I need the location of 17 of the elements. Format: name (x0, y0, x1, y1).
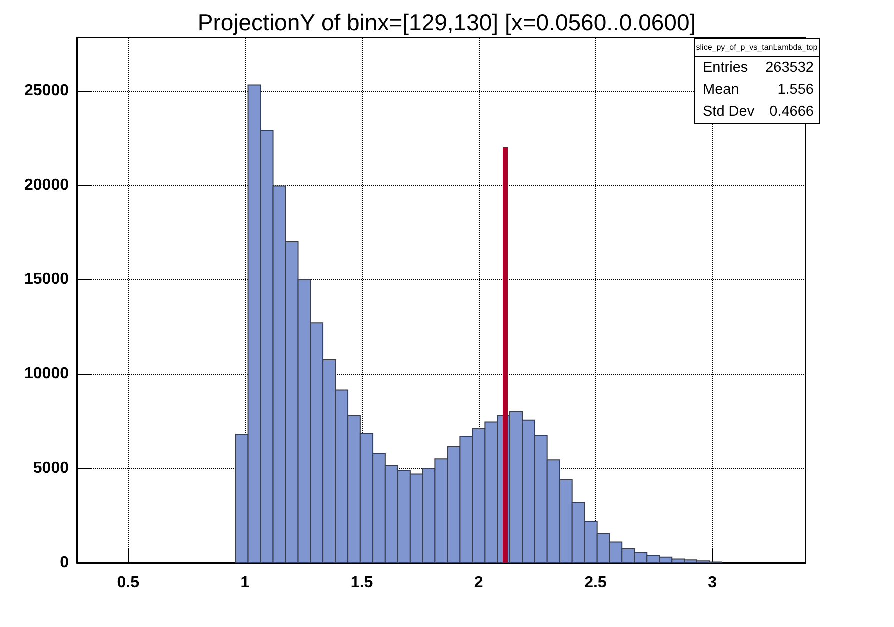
text: Entries 263532 (703, 60, 814, 76)
text: Mean 1.556 (703, 82, 814, 98)
x-tick-label: 1.5 (350, 574, 374, 592)
x-tick-label: 2 (474, 574, 484, 592)
x-tick-label: 2.5 (584, 574, 607, 592)
y-tick-label: 0 (60, 554, 70, 572)
y-tick-label: 10000 (24, 366, 70, 383)
y-tick-label: 15000 (24, 271, 70, 288)
y-tick-label: 25000 (24, 82, 70, 100)
x-tick-label: 0.5 (117, 574, 140, 592)
annotation: slice_py_of_p_vs_tanLambda_top (695, 39, 819, 57)
y-tick-label: 20000 (24, 176, 70, 194)
y-tick-label: 5000 (33, 460, 70, 478)
x-tick-label: 1 (240, 574, 250, 592)
chart-title: ProjectionY of binx=[129,130] [x=0.0560..0.0600] (198, 10, 696, 36)
x-tick-label: 3 (708, 574, 718, 592)
annotation: Std Dev 0.4666 (703, 103, 814, 122)
